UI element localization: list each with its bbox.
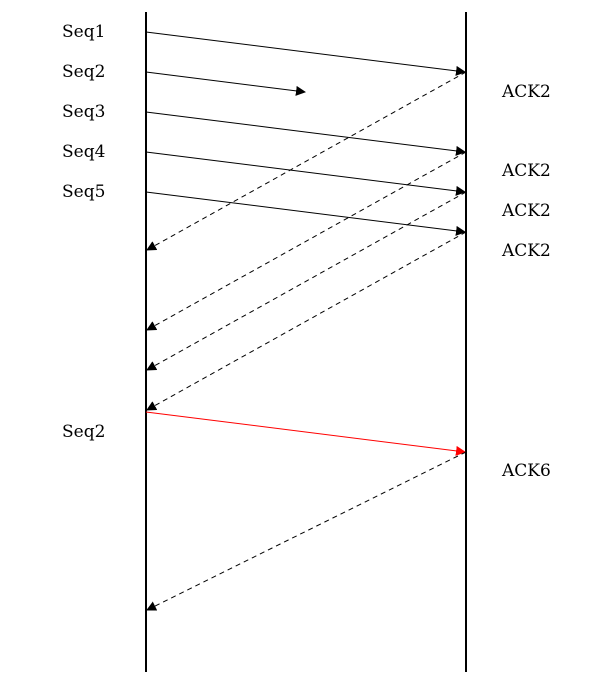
ack-arrow-1 bbox=[146, 71, 467, 251]
ack-arrow-2 bbox=[146, 151, 467, 331]
seq5-label: Seq5 bbox=[62, 182, 106, 202]
ack-label-1: ACK2 bbox=[502, 82, 551, 102]
seq1-arrow bbox=[145, 31, 466, 76]
seq1-label: Seq1 bbox=[62, 22, 106, 42]
seq3-label: Seq3 bbox=[62, 102, 106, 122]
seq5-arrow bbox=[145, 191, 466, 236]
ack6-label: ACK6 bbox=[502, 461, 551, 481]
seq2-label: Seq2 bbox=[62, 62, 106, 82]
ack-label-3: ACK2 bbox=[502, 201, 551, 221]
seq2-retransmit-label: Seq2 bbox=[62, 422, 106, 442]
ack-arrow-4 bbox=[146, 231, 467, 411]
ack6-arrow bbox=[146, 451, 467, 611]
seq3-arrow bbox=[145, 111, 466, 156]
ack-label-4: ACK2 bbox=[502, 241, 551, 261]
ack-label-2: ACK2 bbox=[502, 161, 551, 181]
ack-arrow-3 bbox=[146, 191, 467, 371]
seq2-lost-arrow bbox=[145, 71, 306, 96]
seq4-label: Seq4 bbox=[62, 142, 106, 162]
seq2-retransmit-arrow bbox=[145, 411, 466, 456]
seq4-arrow bbox=[145, 151, 466, 196]
